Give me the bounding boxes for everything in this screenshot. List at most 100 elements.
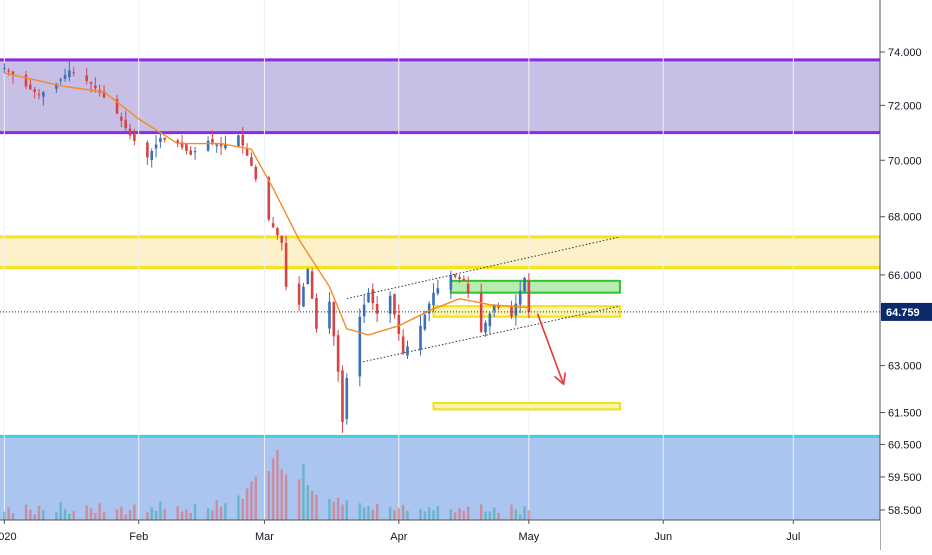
volume-bar — [436, 506, 440, 520]
volume-bar — [484, 511, 487, 520]
candle-body — [328, 301, 331, 329]
volume-bar — [189, 513, 192, 520]
candle-body — [63, 74, 67, 80]
candle-body — [523, 277, 526, 292]
volume-bar — [423, 511, 427, 520]
candle-body — [280, 235, 284, 243]
price-tick-label: 58.500 — [888, 505, 922, 517]
projection-arrow-head — [553, 372, 567, 386]
volume-bar — [276, 450, 279, 520]
candle-body — [68, 70, 71, 78]
volume-bar — [11, 513, 15, 520]
boxes-layer — [432, 279, 621, 411]
volume-bar — [514, 509, 518, 520]
candle-body — [510, 305, 513, 317]
volume-bar — [310, 490, 314, 520]
candle-body — [310, 271, 314, 299]
candle-body — [518, 290, 522, 305]
volume-bar — [284, 474, 288, 520]
time-tick-label: Jul — [786, 531, 800, 543]
candle-body — [59, 79, 62, 81]
grid-layer — [3, 0, 794, 520]
zones-layer — [0, 58, 880, 520]
last-price-tag — [881, 302, 932, 321]
candle-body — [42, 91, 45, 97]
last-price-label: 64.759 — [886, 307, 920, 319]
volume-bar — [115, 509, 119, 520]
candle-body — [211, 138, 214, 143]
candle-body — [497, 306, 500, 308]
volume-bar — [315, 494, 318, 520]
volume-bar — [518, 514, 522, 520]
candle-body — [189, 150, 193, 155]
time-axis-bg — [0, 520, 880, 550]
volume-bar — [406, 510, 409, 520]
candle-body — [362, 304, 366, 317]
price-tick-label: 61.500 — [888, 408, 922, 420]
candle-body — [193, 151, 197, 153]
candle-body — [488, 313, 492, 327]
volume-bar — [332, 501, 335, 520]
candle-body — [315, 297, 318, 329]
volume-bar — [159, 501, 162, 520]
resistance-top-band — [0, 59, 880, 133]
candle-body — [341, 370, 344, 423]
volume-bar — [98, 503, 101, 520]
volume-bar — [59, 502, 62, 520]
volume-bar — [302, 464, 305, 520]
price-tick-label: 59.500 — [888, 472, 922, 484]
candle-body — [33, 89, 36, 92]
volume-bar — [42, 510, 45, 520]
volume-bar — [375, 503, 379, 520]
candle-body — [3, 67, 6, 69]
support-bottom-band — [0, 436, 880, 520]
candle-body — [102, 91, 106, 98]
candle-body — [89, 82, 93, 84]
candle-body — [124, 119, 128, 129]
moving-average-line — [4, 72, 529, 336]
volume-bar — [85, 505, 88, 520]
volume-bar — [488, 511, 492, 520]
time-tick-label: 2020 — [0, 531, 17, 543]
candle-body — [462, 278, 466, 281]
price-axis-bg — [880, 0, 932, 550]
price-tick-label: 60.500 — [888, 439, 922, 451]
candle-body — [271, 223, 275, 228]
price-axis[interactable]: 74.000 72.000 70.000 68.000 66.000 63.000 61.5… — [879, 0, 932, 550]
candle-body — [254, 166, 258, 180]
candle-body — [419, 325, 422, 350]
volume-bar — [241, 499, 244, 520]
candle-body — [267, 177, 271, 220]
volume-bar — [479, 504, 483, 520]
candle-body — [250, 157, 253, 166]
candle-body — [163, 137, 167, 140]
volume-bar — [388, 506, 392, 520]
candle-body — [423, 314, 427, 330]
candle-body — [276, 227, 279, 235]
volume-bar — [154, 510, 158, 520]
candle-body — [466, 284, 470, 294]
volume-bar — [146, 512, 149, 520]
volume-bar — [120, 506, 123, 520]
volume-bar — [271, 458, 275, 520]
time-axis[interactable]: 2020 Feb Mar Apr May Jun Jul — [0, 519, 880, 550]
candle-body — [514, 303, 518, 316]
yellow-mid-box — [432, 305, 621, 318]
channel-upper-line — [346, 236, 621, 300]
volume-bar — [224, 503, 227, 520]
candle-body — [297, 283, 301, 305]
volume-bar — [72, 510, 75, 520]
candle-body — [401, 336, 405, 354]
candle-body — [436, 288, 440, 294]
volume-bar — [245, 488, 249, 520]
volume-bar — [193, 503, 197, 520]
volume-bar — [462, 510, 466, 520]
candle-body — [185, 144, 188, 151]
time-tick-label: Mar — [255, 531, 274, 543]
volume-bar — [362, 507, 366, 520]
candle-body — [393, 294, 396, 315]
candle-body — [449, 274, 453, 290]
volume-bar — [427, 507, 431, 520]
